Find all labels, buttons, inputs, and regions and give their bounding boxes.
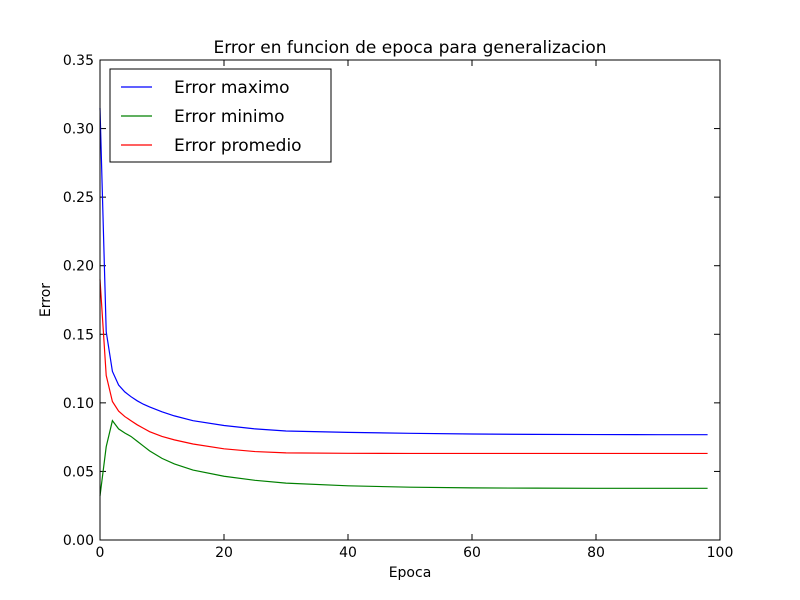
x-tick-label: 40 — [339, 545, 357, 561]
y-tick-label: 0.25 — [63, 190, 94, 206]
y-tick-label: 0.05 — [63, 464, 94, 480]
legend-label: Error maximo — [174, 78, 290, 98]
chart-title: Error en funcion de epoca para generaliz… — [213, 38, 606, 58]
legend: Error maximo Error minimo Error promedio — [109, 68, 332, 163]
series-line-error-minimo — [99, 419, 708, 497]
x-tick-label: 60 — [463, 545, 481, 561]
series-line-error-maximo — [99, 107, 708, 436]
legend-label: Error promedio — [174, 136, 302, 156]
y-tick-label: 0.30 — [63, 122, 94, 138]
x-tick-label: 100 — [707, 545, 734, 561]
y-tick-label: 0.00 — [63, 533, 94, 549]
series-lines — [99, 107, 708, 497]
x-tick-label: 80 — [587, 545, 605, 561]
axis-ticks: 0 20 40 60 80 100 0.00 0.05 0.10 0.15 0.20 0.25 0.30… — [63, 53, 734, 561]
y-axis-label: Error — [38, 283, 54, 317]
y-tick-label: 0.20 — [63, 259, 94, 275]
x-tick-label: 0 — [96, 545, 105, 561]
y-tick-label: 0.35 — [63, 53, 94, 69]
y-tick-label: 0.10 — [63, 396, 94, 412]
x-tick-label: 20 — [215, 545, 233, 561]
x-axis-label: Epoca — [389, 565, 432, 581]
series-line-error-promedio — [99, 279, 708, 455]
plot-frame — [99, 59, 721, 541]
legend-label: Error minimo — [174, 107, 285, 127]
y-tick-label: 0.15 — [63, 327, 94, 343]
